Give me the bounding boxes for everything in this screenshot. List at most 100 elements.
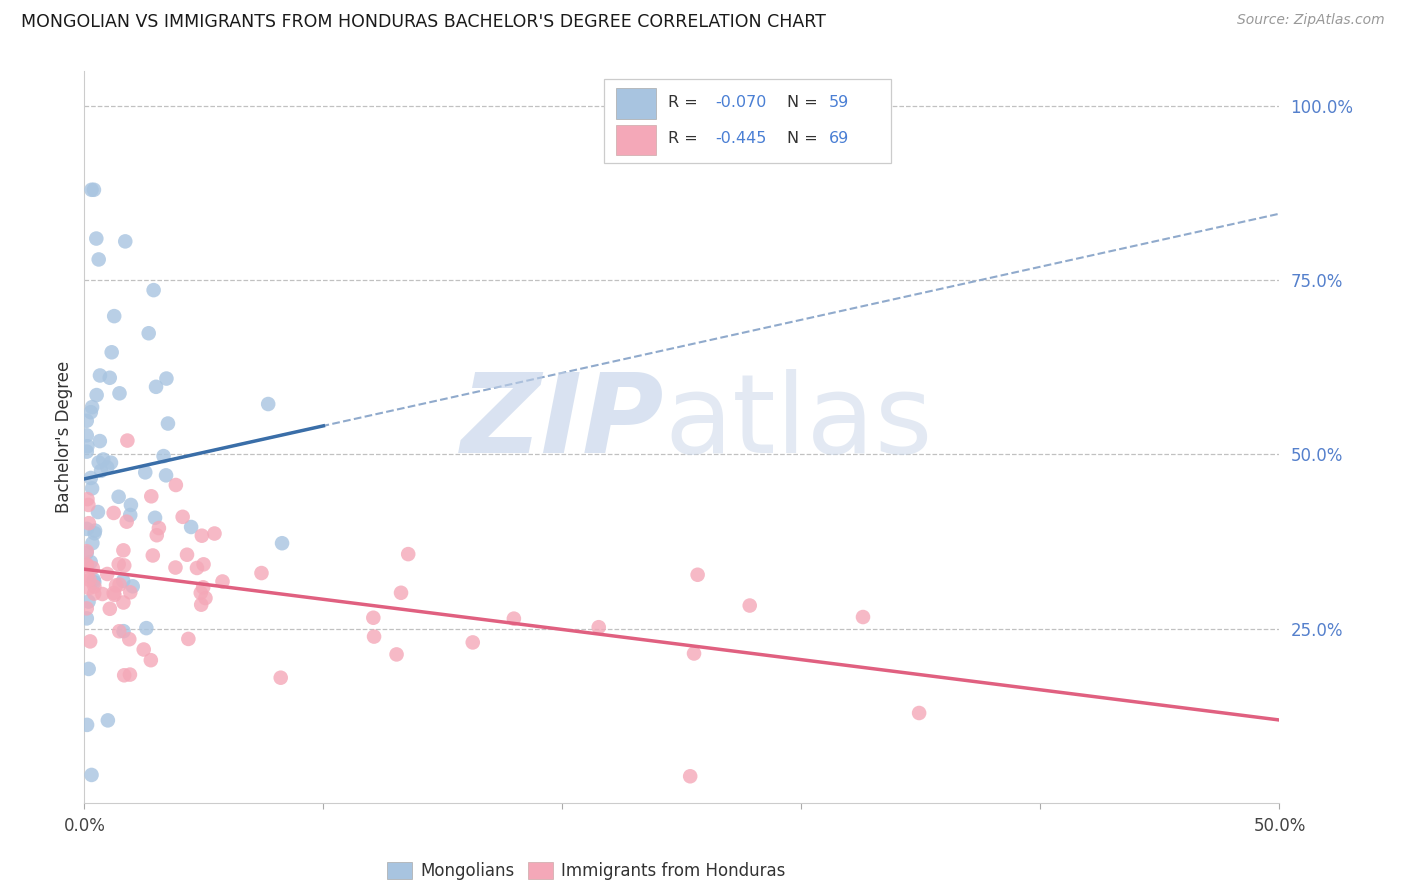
Point (121, 579, 143, 593)
Point (84, 524, 107, 538)
Point (76, 544, 98, 558)
FancyBboxPatch shape (616, 88, 655, 119)
Point (77, 662, 100, 676)
Point (177, 632, 200, 646)
Point (257, 397, 280, 411)
Point (385, 648, 408, 662)
Point (87, 455, 110, 469)
Point (76, 444, 98, 458)
Point (142, 549, 165, 563)
Point (148, 521, 170, 535)
Point (193, 558, 215, 572)
Point (90, 464, 112, 478)
Point (176, 548, 198, 562)
Point (190, 586, 212, 600)
Point (114, 235, 136, 249)
Legend: Mongolians, Immigrants from Honduras: Mongolians, Immigrants from Honduras (380, 855, 793, 887)
Point (76, 492, 98, 507)
Point (77, 594, 100, 608)
Point (112, 574, 135, 588)
Point (120, 585, 142, 599)
Point (194, 591, 217, 605)
Point (86, 231, 108, 245)
Point (108, 624, 131, 639)
Point (180, 520, 202, 534)
Point (107, 490, 129, 504)
Point (80, 183, 103, 197)
Point (76, 568, 98, 582)
Point (103, 586, 125, 600)
Point (80, 482, 103, 496)
Point (461, 635, 484, 649)
Point (77, 581, 100, 595)
Point (83, 586, 105, 600)
Text: Source: ZipAtlas.com: Source: ZipAtlas.com (1237, 13, 1385, 28)
Point (77, 498, 100, 512)
Point (156, 417, 179, 431)
Point (98, 371, 121, 385)
Point (112, 668, 135, 682)
Text: atlas: atlas (664, 369, 932, 476)
Point (204, 526, 226, 541)
Point (112, 543, 135, 558)
Point (76, 601, 98, 615)
Point (86, 388, 108, 402)
Point (103, 588, 125, 602)
Point (191, 529, 214, 543)
Point (738, 599, 761, 613)
FancyBboxPatch shape (605, 78, 891, 163)
Point (112, 558, 135, 573)
Text: -0.070: -0.070 (716, 95, 766, 110)
Point (152, 449, 174, 463)
Point (83, 573, 105, 587)
Text: R =: R = (668, 95, 703, 110)
Point (105, 578, 128, 592)
Point (80, 768, 103, 782)
Point (165, 478, 187, 492)
Point (80, 405, 103, 419)
Point (96, 566, 118, 581)
Point (135, 621, 157, 635)
Point (76, 546, 98, 560)
Text: R =: R = (668, 131, 703, 146)
Point (83, 526, 105, 541)
Point (108, 386, 131, 401)
Point (686, 567, 709, 582)
Point (120, 498, 142, 512)
Text: 59: 59 (830, 95, 849, 110)
Text: ZIP: ZIP (461, 369, 664, 476)
Point (79, 573, 101, 587)
Point (270, 671, 292, 685)
Point (186, 561, 208, 575)
Text: MONGOLIAN VS IMMIGRANTS FROM HONDURAS BACHELOR'S DEGREE CORRELATION CHART: MONGOLIAN VS IMMIGRANTS FROM HONDURAS BA… (21, 13, 825, 31)
Point (112, 624, 135, 639)
Point (76, 414, 98, 428)
Point (112, 595, 135, 609)
Point (271, 536, 294, 550)
Point (89, 368, 111, 383)
Point (363, 630, 385, 644)
Point (165, 560, 187, 574)
Point (502, 612, 524, 626)
Point (588, 620, 610, 634)
Point (120, 508, 142, 522)
Point (115, 515, 138, 529)
Point (76, 718, 98, 732)
Point (79, 634, 101, 648)
Point (389, 586, 412, 600)
Point (146, 528, 169, 542)
Text: -0.445: -0.445 (716, 131, 766, 146)
Point (138, 326, 160, 341)
Point (155, 468, 177, 483)
Point (76, 439, 98, 453)
Point (91, 452, 114, 467)
Y-axis label: Bachelor's Degree: Bachelor's Degree (55, 361, 73, 513)
Text: N =: N = (787, 131, 823, 146)
Point (98, 601, 121, 615)
Point (82, 536, 104, 550)
Point (91, 587, 114, 601)
Point (89, 434, 111, 448)
Point (143, 510, 166, 524)
Point (97, 714, 120, 728)
Point (103, 309, 125, 323)
